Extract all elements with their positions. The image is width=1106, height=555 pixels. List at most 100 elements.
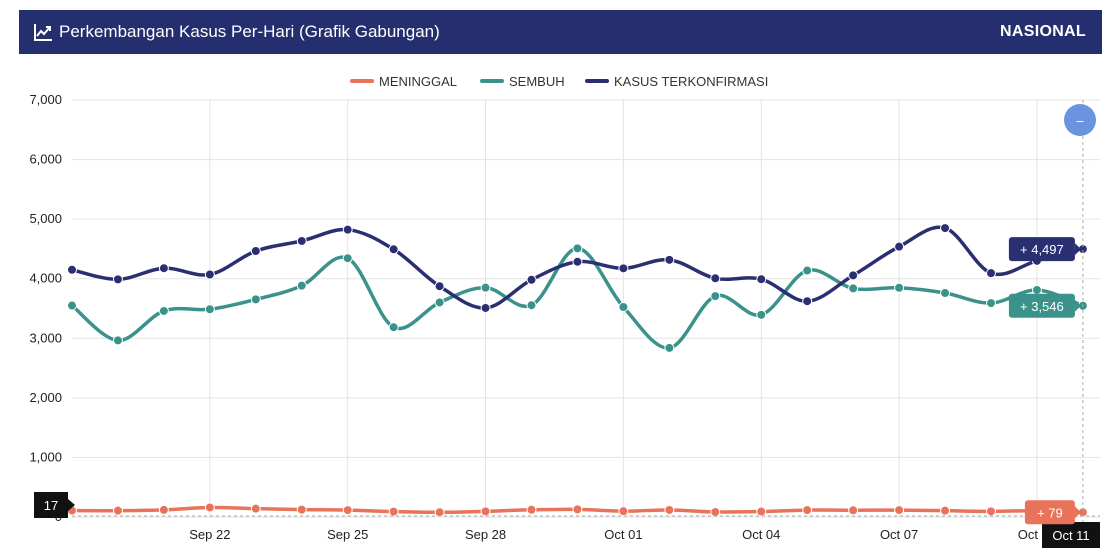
data-point-meninggal[interactable] [158,504,169,515]
data-point-kasus-terkonfirmasi[interactable] [480,302,491,313]
y-tick-label: 7,000 [29,92,62,107]
data-point-sembuh[interactable] [158,305,169,316]
data-point-meninggal[interactable] [204,502,215,513]
region-label[interactable]: NASIONAL [1000,23,1086,40]
data-point-kasus-terkonfirmasi[interactable] [342,224,353,235]
trend-chart-icon [33,22,53,42]
data-point-kasus-terkonfirmasi[interactable] [526,274,537,285]
data-point-meninggal[interactable] [388,506,399,517]
crosshair-y-label-pointer [68,499,75,511]
data-point-meninggal[interactable] [296,504,307,515]
data-point-sembuh[interactable] [664,342,675,353]
y-tick-label: 3,000 [29,330,62,345]
tooltip-meninggal: + 79 [1037,505,1063,520]
data-point-sembuh[interactable] [388,322,399,333]
chart-title: Perkembangan Kasus Per-Hari (Grafik Gabu… [59,22,440,41]
data-point-meninggal[interactable] [112,505,123,516]
crosshair-x-label: Oct 11 [1052,528,1089,543]
data-point-kasus-terkonfirmasi[interactable] [296,235,307,246]
data-point-sembuh[interactable] [618,302,629,313]
y-tick-label: 2,000 [29,390,62,405]
legend-label: KASUS TERKONFIRMASI [614,74,768,89]
x-tick-label: Oct 07 [880,527,918,542]
data-point-kasus-terkonfirmasi[interactable] [158,263,169,274]
tooltip-box-meninggal [1024,500,1075,525]
data-point-kasus-terkonfirmasi[interactable] [986,268,996,279]
data-point-sembuh[interactable] [526,300,537,311]
data-point-kasus-terkonfirmasi[interactable] [112,274,123,285]
crosshair-x-label-box [1042,522,1100,548]
data-point-meninggal[interactable] [250,503,261,514]
crosshair-y-label-box [34,492,68,518]
data-point-sembuh[interactable] [940,288,951,299]
data-point-sembuh[interactable] [480,282,491,293]
tooltip-pointer-meninggal [1074,506,1081,519]
data-point-sembuh[interactable] [848,283,859,294]
y-tick-label: 6,000 [29,152,62,167]
data-point-sembuh[interactable] [112,335,123,346]
data-point-meninggal[interactable] [710,506,721,517]
tooltip-pointer-sembuh [1074,299,1081,312]
tooltip-box-kasus-terkonfirmasi [1008,237,1075,262]
data-point-kasus-terkonfirmasi[interactable] [572,256,583,267]
data-point-meninggal[interactable] [848,505,859,516]
data-point-meninggal[interactable] [618,506,629,517]
data-point-kasus-terkonfirmasi[interactable] [848,270,859,281]
tooltip-sembuh: + 3,546 [1020,299,1064,314]
data-point-sembuh[interactable] [1031,284,1042,295]
data-point-meninggal[interactable] [940,505,951,516]
data-point-meninggal[interactable] [986,506,996,517]
y-tick-label: 1,000 [29,449,62,464]
data-point-kasus-terkonfirmasi[interactable] [204,269,215,280]
series-line-kasus-terkonfirmasi [71,225,1084,310]
data-point-sembuh[interactable] [434,297,445,308]
reset-zoom-label: – [1076,113,1084,128]
x-tick-label: Sep 25 [327,527,368,542]
tooltip-pointer-kasus-terkonfirmasi [1074,243,1081,256]
legend-label: SEMBUH [509,74,565,89]
data-point-kasus-terkonfirmasi[interactable] [250,246,261,257]
y-tick-label: 4,000 [29,271,62,286]
data-point-meninggal[interactable] [756,506,767,517]
tooltip-box-sembuh [1008,293,1075,318]
data-point-kasus-terkonfirmasi[interactable] [434,281,445,292]
chart-header: Perkembangan Kasus Per-Hari (Grafik Gabu… [19,10,1102,54]
data-point-sembuh[interactable] [894,282,905,293]
data-point-kasus-terkonfirmasi[interactable] [940,223,951,234]
data-point-sembuh[interactable] [802,265,813,276]
data-point-meninggal[interactable] [526,504,537,515]
legend-label: MENINGGAL [379,74,457,89]
data-point-sembuh[interactable] [342,253,353,264]
data-point-kasus-terkonfirmasi[interactable] [802,296,813,307]
x-tick-label: Sep 28 [465,527,506,542]
data-point-meninggal[interactable] [572,504,583,515]
data-point-kasus-terkonfirmasi[interactable] [756,274,767,285]
reset-zoom-button[interactable] [1064,104,1096,136]
data-point-sembuh[interactable] [250,294,261,305]
data-point-sembuh[interactable] [710,291,721,302]
data-point-meninggal[interactable] [434,507,445,518]
y-tick-label: 5,000 [29,211,62,226]
data-point-kasus-terkonfirmasi[interactable] [618,263,629,274]
data-point-kasus-terkonfirmasi[interactable] [67,264,77,275]
data-point-sembuh[interactable] [296,280,307,291]
data-point-meninggal[interactable] [664,504,675,515]
crosshair-y-label: 17 [44,498,58,513]
data-point-meninggal[interactable] [894,505,905,516]
data-point-sembuh[interactable] [986,298,996,309]
data-point-sembuh[interactable] [572,243,583,254]
x-tick-label: Oct 04 [742,527,780,542]
x-tick-label: Sep 22 [189,527,230,542]
data-point-kasus-terkonfirmasi[interactable] [664,254,675,265]
data-point-meninggal[interactable] [480,506,491,517]
data-point-sembuh[interactable] [204,304,215,315]
data-point-meninggal[interactable] [802,505,813,516]
data-point-sembuh[interactable] [67,300,77,311]
data-point-sembuh[interactable] [756,309,767,320]
data-point-meninggal[interactable] [342,505,353,516]
data-point-kasus-terkonfirmasi[interactable] [710,273,721,284]
x-tick-label: Oct 01 [604,527,642,542]
data-point-kasus-terkonfirmasi[interactable] [388,244,399,255]
data-point-kasus-terkonfirmasi[interactable] [894,241,905,252]
